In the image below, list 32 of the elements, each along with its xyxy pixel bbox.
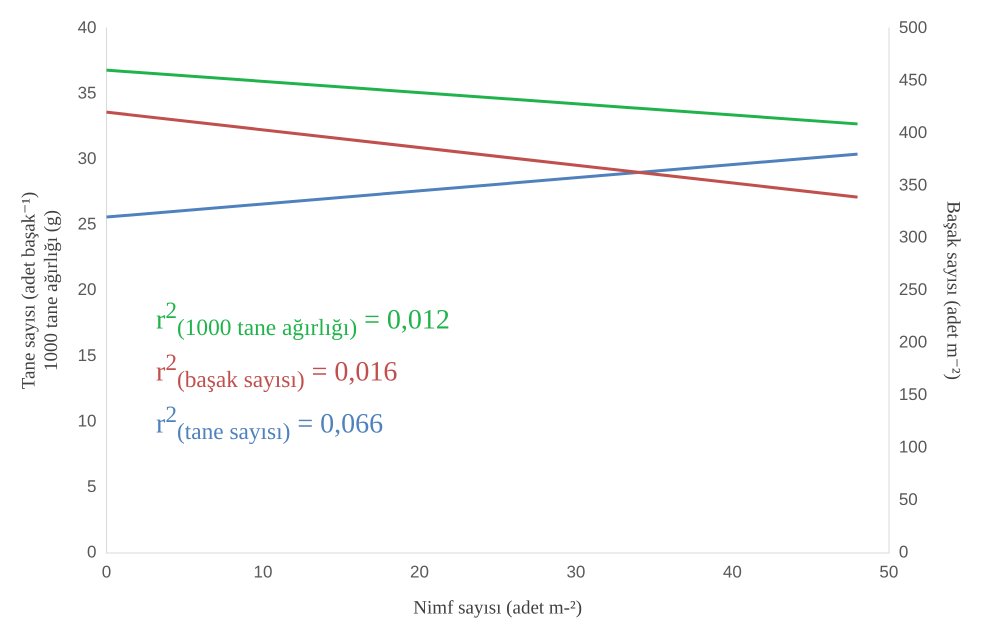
y-tick-label: 35 <box>78 83 97 102</box>
y2-tick-label: 250 <box>898 280 928 300</box>
y2-tick-label: 200 <box>898 332 928 352</box>
x-tick-label: 50 <box>879 562 898 582</box>
y2-tick-label: 150 <box>898 385 928 404</box>
y2-tick-label: 350 <box>898 175 928 194</box>
y2-tick-label: 0 <box>898 542 908 562</box>
annotation: r$^{2}$$_{(tane sayısı)}$ = 0,066 <box>156 402 384 446</box>
x-tick-label: 40 <box>722 562 742 582</box>
y-tick-label: 30 <box>78 149 97 168</box>
y2-tick-label: 100 <box>898 438 928 457</box>
y2-tick-label: 500 <box>898 18 928 37</box>
y-tick-label: 10 <box>78 411 97 430</box>
x-tick-label: 20 <box>410 562 429 582</box>
x-tick-label: 30 <box>566 562 586 582</box>
x-tick-label: 0 <box>102 562 112 582</box>
y-tick-label: 40 <box>78 18 97 37</box>
y-tick-label: 0 <box>87 542 97 562</box>
x-tick-label: 10 <box>254 562 272 582</box>
x-axis-title: Nimf sayısı (adet m-²) <box>413 598 582 619</box>
y2-tick-label: 300 <box>898 228 928 247</box>
y-tick-label: 15 <box>78 346 97 365</box>
y-axis-title: Tane sayısı (adet başak⁻¹) 1000 tane ağırlığı (g) <box>18 192 62 390</box>
y-tick-label: 20 <box>78 280 97 300</box>
y2-axis-title: Başak sayısı (adet m⁻²) <box>942 201 964 380</box>
y2-tick-label: 50 <box>898 490 918 510</box>
y-tick-label: 25 <box>78 214 97 234</box>
annotation: r$^{2}$$_{(1000 tane ağırlığı)}$ = 0,012 <box>156 298 450 342</box>
y2-tick-label: 400 <box>898 122 928 142</box>
y-tick-label: 5 <box>87 476 97 496</box>
y2-tick-label: 450 <box>898 70 928 90</box>
annotation: r$^{2}$$_{(başak sayısı)}$ = 0,016 <box>156 350 398 394</box>
